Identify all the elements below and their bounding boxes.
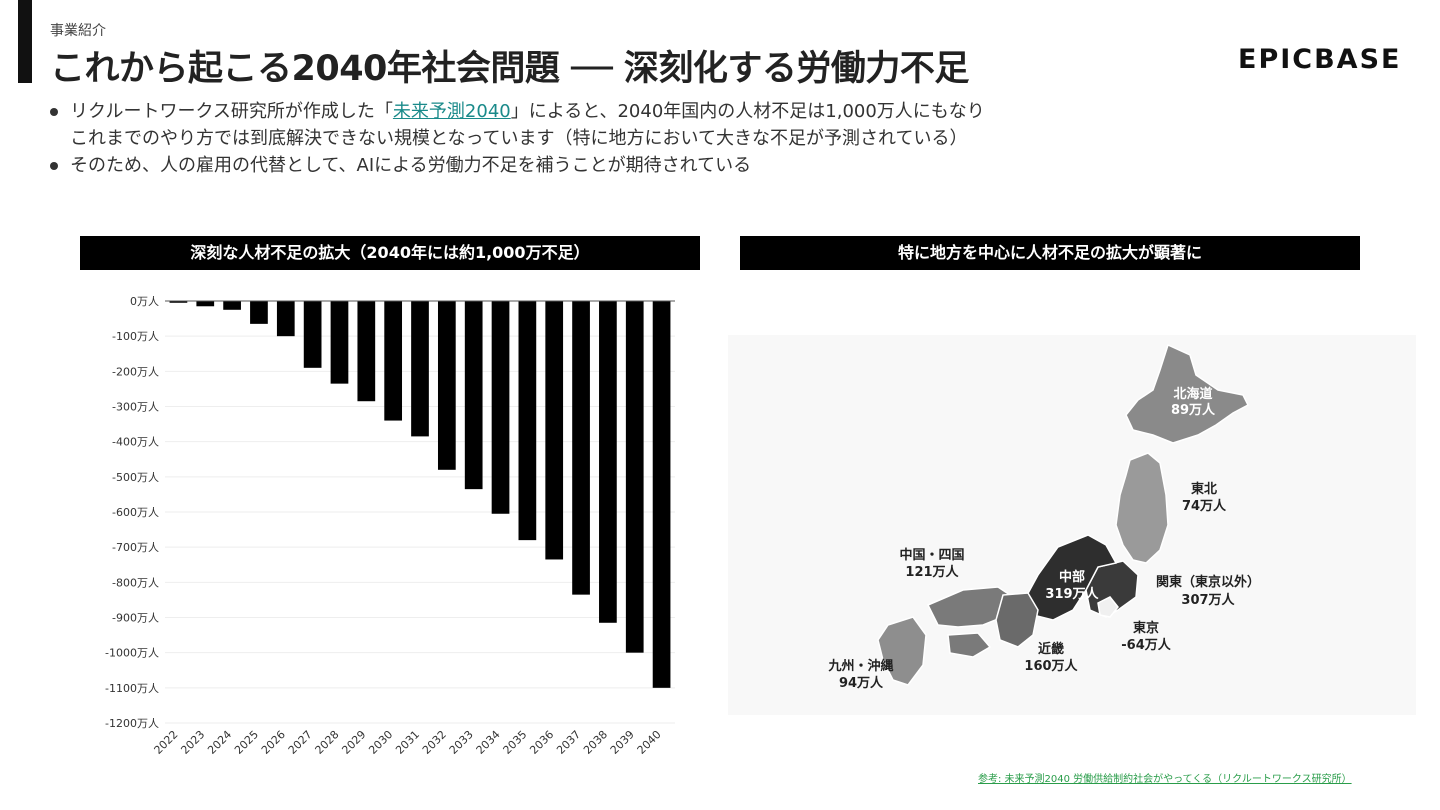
source-citation-link[interactable]: 参考: 未来予測2040 労働供給制約社会がやってくる（リクルートワークス研究所… [978, 774, 1352, 785]
bullet-item-2: そのため、人の雇用の代替として、AIによる労働力不足を補うことが期待されている [48, 152, 1148, 179]
label-kinki-value: 160万人 [1024, 658, 1078, 674]
y-tick-label: -100万人 [112, 330, 159, 343]
region-kyushu [877, 616, 927, 686]
y-tick-label: -1100万人 [105, 682, 159, 695]
label-tohoku-value: 74万人 [1182, 498, 1227, 514]
y-tick-label: -1200万人 [105, 717, 159, 730]
x-tick-label: 2026 [259, 728, 288, 757]
bar-2036 [545, 301, 564, 560]
x-tick-label: 2029 [339, 728, 368, 757]
bar-2022 [169, 301, 188, 303]
label-chubu-value: 319万人 [1045, 586, 1099, 602]
page-title: これから起こる2040年社会問題 ── 深刻化する労働力不足 [50, 49, 969, 89]
bar-2028 [330, 301, 349, 384]
x-tick-label: 2033 [447, 728, 476, 757]
bar-2030 [384, 301, 403, 421]
label-kyushu-value: 94万人 [839, 675, 884, 691]
bar-2040 [652, 301, 671, 688]
label-tokyo-name: 東京 [1133, 620, 1159, 636]
bar-2032 [437, 301, 456, 470]
chart-panel-header: 深刻な人材不足の拡大（2040年には約1,000万不足） [80, 236, 700, 270]
bar-2026 [276, 301, 295, 337]
y-tick-label: -600万人 [112, 506, 159, 519]
region-kinki [995, 592, 1039, 648]
region-tohoku [1115, 452, 1169, 564]
bar-2037 [572, 301, 590, 595]
bar-2034 [491, 301, 510, 514]
bar-2031 [411, 301, 429, 437]
y-tick-label: -400万人 [112, 436, 159, 449]
x-tick-label: 2031 [393, 728, 422, 757]
x-tick-label: 2035 [500, 728, 529, 757]
bullet-item-1: リクルートワークス研究所が作成した「未来予測2040」によると、2040年国内の… [48, 98, 1148, 152]
bar-2024 [223, 301, 241, 310]
label-kanto-name: 関東（東京以外） [1156, 574, 1260, 590]
y-tick-label: -500万人 [112, 471, 159, 484]
label-tohoku-name: 東北 [1191, 481, 1217, 497]
y-tick-label: -1000万人 [105, 647, 159, 660]
label-tokyo-value: -64万人 [1121, 637, 1171, 653]
x-tick-label: 2022 [152, 728, 181, 757]
label-chugoku-shikoku-name: 中国・四国 [899, 547, 964, 563]
bar-2029 [357, 301, 376, 402]
labor-shortage-bar-chart: 0万人 -100万人 -200万人 -300万人 -400万人 -500万人 -600万人 -… [105, 295, 675, 757]
bullet-dot-icon [50, 108, 58, 116]
bar-2023 [196, 301, 215, 307]
map-panel-header: 特に地方を中心に人材不足の拡大が顕著に [740, 236, 1360, 270]
bar-2027 [303, 301, 322, 368]
x-tick-label: 2038 [581, 728, 610, 757]
x-tick-label: 2030 [366, 728, 395, 757]
label-chugoku-shikoku-value: 121万人 [905, 564, 959, 580]
bullet-1-text-pre: リクルートワークス研究所が作成した「 [70, 101, 393, 122]
x-tick-label: 2025 [232, 728, 261, 757]
label-chubu-name: 中部 [1059, 569, 1085, 585]
bar-2025 [250, 301, 268, 324]
label-kinki-name: 近畿 [1038, 641, 1064, 657]
x-tick-label: 2037 [554, 728, 583, 757]
x-tick-label: 2036 [527, 728, 556, 757]
japan-region-map: 北海道 89万人 東北 74万人 関東（東京以外） 307万人 中部 319万人… [827, 343, 1260, 691]
title-accent-bar [18, 0, 32, 83]
x-tick-label: 2027 [286, 728, 315, 757]
bar-2035 [518, 301, 537, 541]
x-tick-label: 2032 [420, 728, 449, 757]
x-tick-label: 2028 [313, 728, 342, 757]
y-tick-label: -900万人 [112, 612, 159, 625]
x-tick-label: 2034 [474, 728, 503, 757]
y-tick-label: -200万人 [112, 365, 159, 378]
x-tick-label: 2023 [178, 728, 207, 757]
bullet-list: リクルートワークス研究所が作成した「未来予測2040」によると、2040年国内の… [48, 98, 1148, 179]
future-forecast-link[interactable]: 未来予測2040 [392, 101, 511, 122]
bullet-2-text: そのため、人の雇用の代替として、AIによる労働力不足を補うことが期待されている [70, 155, 752, 176]
bullet-1-text-post: 」によると、2040年国内の人材不足は1,000万人にもなり [510, 101, 985, 122]
y-tick-label: 0万人 [130, 295, 159, 308]
bar-2033 [464, 301, 483, 490]
y-tick-label: -300万人 [112, 401, 159, 414]
bullet-1-line-2: これまでのやり方では到底解決できない規模となっています（特に地方において大きな不… [70, 128, 968, 149]
label-hokkaido-name: 北海道 [1173, 386, 1212, 402]
bar-2038 [599, 301, 617, 623]
label-kanto-value: 307万人 [1181, 592, 1235, 608]
map-background [728, 335, 1416, 715]
region-hokkaido [1125, 343, 1249, 444]
y-tick-label: -800万人 [112, 576, 159, 589]
x-tick-label: 2039 [608, 728, 637, 757]
y-tick-label: -700万人 [112, 541, 159, 554]
bar-2039 [625, 301, 644, 653]
section-label: 事業紹介 [50, 23, 106, 39]
region-tokyo [1097, 596, 1119, 618]
x-tick-label: 2024 [205, 728, 234, 757]
label-kyushu-name: 九州・沖縄 [827, 658, 893, 674]
label-hokkaido-value: 89万人 [1171, 402, 1216, 418]
brand-logo[interactable]: EPICBASE [1238, 44, 1402, 75]
bullet-dot-icon [50, 162, 58, 170]
x-tick-label: 2040 [635, 728, 664, 757]
